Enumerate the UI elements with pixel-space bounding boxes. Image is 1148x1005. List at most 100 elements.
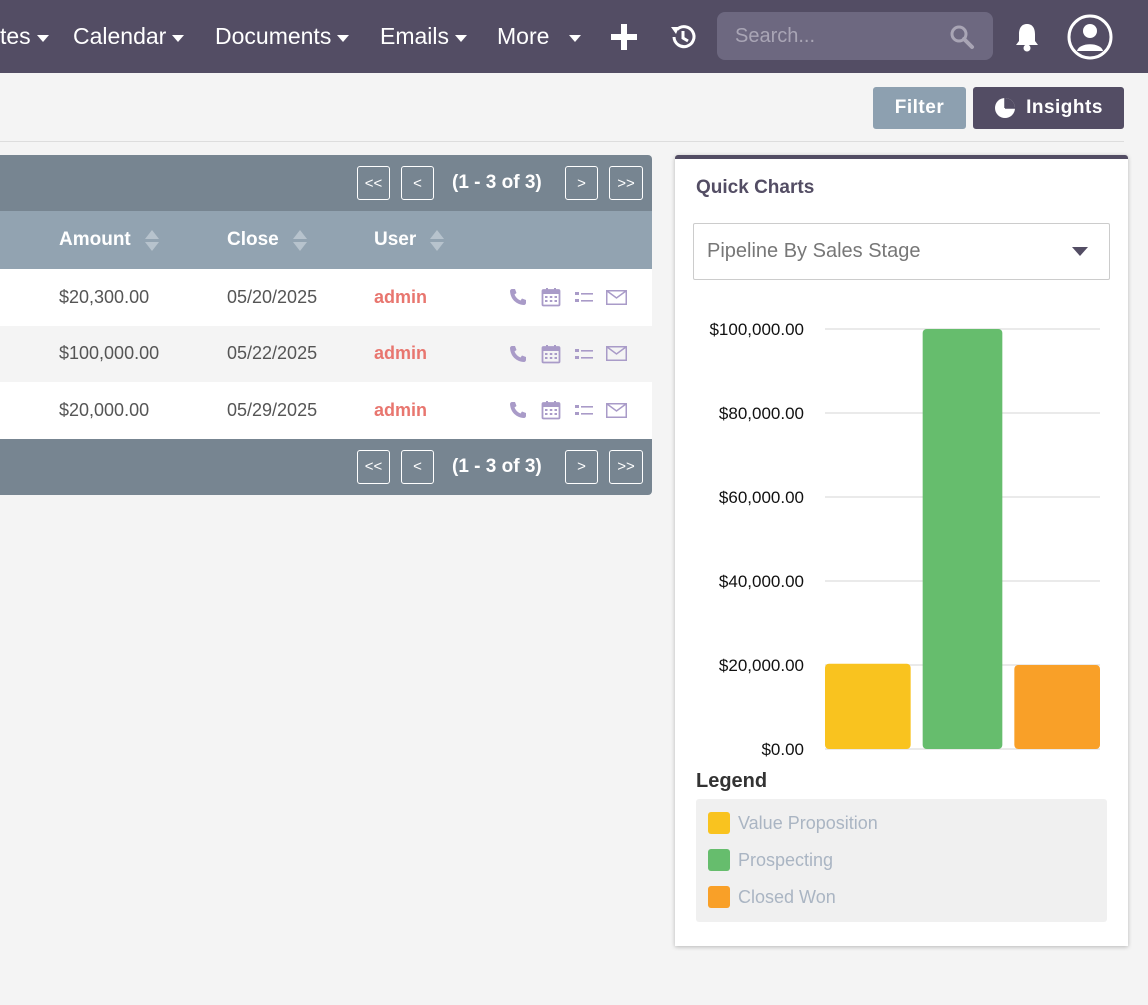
task-list-icon[interactable] [575, 326, 593, 383]
phone-icon[interactable] [508, 326, 528, 383]
pagination-prev-button[interactable]: < [401, 449, 434, 484]
search-box [717, 12, 993, 60]
legend-title: Legend [696, 770, 768, 792]
column-header-close[interactable]: Close [227, 211, 307, 269]
plus-icon[interactable] [606, 0, 642, 73]
table-row: $100,000.00 05/22/2025 admin [0, 325, 652, 383]
column-header-user[interactable]: User [374, 211, 445, 269]
legend-swatch [708, 812, 730, 834]
column-header-label: User [374, 229, 417, 250]
y-tick-label: $80,000.00 [719, 404, 804, 423]
y-tick-label: $40,000.00 [719, 572, 804, 591]
nav-item-label: More [497, 23, 550, 49]
pagination-first-button[interactable]: << [357, 449, 390, 484]
legend-swatch [708, 886, 730, 908]
chart-legend: Value Proposition Prospecting Closed Won [696, 799, 1107, 922]
legend-item: Value Proposition [708, 812, 878, 834]
y-tick-label: $20,000.00 [719, 656, 804, 675]
history-icon[interactable] [665, 0, 701, 73]
y-tick-label: $60,000.00 [719, 488, 804, 507]
nav-item-label: Documents [215, 23, 332, 49]
search-icon[interactable] [949, 24, 975, 55]
column-header-label: Amount [59, 229, 131, 250]
nav-item-more[interactable]: More [497, 0, 582, 73]
phone-icon[interactable] [508, 382, 528, 439]
chart-bar[interactable] [1014, 665, 1100, 749]
list-view-table: << < (1 - 3 of 3) > >> Amount Close User… [0, 155, 652, 495]
nav-item-label: tes [0, 23, 31, 49]
email-icon[interactable] [606, 269, 627, 326]
chevron-down-icon [455, 34, 468, 42]
pagination-prev-button[interactable]: < [401, 166, 434, 200]
table-row: $20,300.00 05/20/2025 admin [0, 269, 652, 326]
pipeline-bar-chart: $0.00 $20,000.00 $40,000.00 $60,000.00 $80,0… [709, 320, 1100, 759]
nav-item-documents[interactable]: Documents [215, 0, 350, 73]
pagination-next-button[interactable]: > [565, 449, 598, 484]
pagination-last-button[interactable]: >> [609, 449, 643, 484]
legend-item: Prospecting [708, 849, 833, 871]
chevron-down-icon [172, 34, 185, 42]
sort-icon [144, 229, 159, 251]
y-tick-label: $0.00 [761, 740, 804, 759]
calendar-icon[interactable] [541, 269, 561, 326]
pagination-bar-bottom: << < (1 - 3 of 3) > >> [0, 438, 652, 495]
pagination-first-button[interactable]: << [357, 166, 390, 200]
pagination-last-button[interactable]: >> [609, 166, 643, 200]
phone-icon[interactable] [508, 269, 528, 326]
chevron-down-icon [569, 34, 582, 42]
nav-item-notes[interactable]: tes [0, 0, 49, 73]
close-date-cell: 05/20/2025 [227, 286, 318, 307]
email-icon[interactable] [606, 382, 627, 439]
nav-item-calendar[interactable]: Calendar [73, 0, 185, 73]
table-row: $20,000.00 05/29/2025 admin [0, 382, 652, 439]
calendar-icon[interactable] [541, 326, 561, 383]
amount-cell: $100,000.00 [59, 343, 160, 364]
chart-type-select[interactable]: Pipeline By Sales Stage [693, 223, 1110, 280]
chevron-down-icon [1072, 247, 1088, 256]
nav-item-emails[interactable]: Emails [380, 0, 468, 73]
amount-cell: $20,000.00 [59, 399, 150, 420]
sort-icon [430, 229, 445, 251]
pagination-next-button[interactable]: > [565, 166, 598, 200]
pie-chart-icon [994, 97, 1016, 119]
quick-charts-panel: Quick Charts Pipeline By Sales Stage $0.… [675, 155, 1128, 946]
sort-icon [292, 229, 307, 251]
legend-item: Closed Won [708, 886, 836, 908]
column-header-label: Close [227, 229, 279, 250]
legend-swatch [708, 849, 730, 871]
table-header: Amount Close User [0, 211, 652, 269]
chevron-down-icon [36, 34, 49, 42]
chart-bar[interactable] [825, 663, 911, 749]
pagination-bar-top: << < (1 - 3 of 3) > >> [0, 155, 652, 211]
pagination-count: (1 - 3 of 3) [452, 455, 542, 477]
user-link[interactable]: admin [374, 399, 428, 420]
insights-button[interactable]: Insights [973, 87, 1124, 129]
divider [0, 141, 1124, 142]
user-link[interactable]: admin [374, 286, 428, 307]
chart-bar[interactable] [922, 329, 1003, 749]
user-link[interactable]: admin [374, 343, 428, 364]
panel-title: Quick Charts [696, 177, 815, 198]
task-list-icon[interactable] [575, 269, 593, 326]
filter-button[interactable]: Filter [873, 87, 966, 129]
pagination-count: (1 - 3 of 3) [452, 172, 542, 193]
calendar-icon[interactable] [541, 382, 561, 439]
email-icon[interactable] [606, 326, 627, 383]
task-list-icon[interactable] [575, 382, 593, 439]
chevron-down-icon [337, 34, 350, 42]
insights-button-label: Insights [1026, 97, 1103, 118]
y-tick-label: $100,000.00 [709, 320, 804, 339]
legend-label: Closed Won [738, 886, 836, 907]
user-avatar-icon[interactable] [1066, 0, 1114, 73]
search-input[interactable] [717, 24, 937, 48]
bell-icon[interactable] [1010, 0, 1044, 73]
column-header-amount[interactable]: Amount [59, 211, 159, 269]
filter-button-label: Filter [894, 97, 945, 118]
legend-label: Value Proposition [738, 812, 878, 833]
nav-item-label: Emails [380, 23, 450, 49]
chart-type-select-value: Pipeline By Sales Stage [707, 240, 921, 262]
amount-cell: $20,300.00 [59, 286, 150, 307]
legend-label: Prospecting [738, 849, 834, 870]
nav-item-label: Calendar [73, 23, 167, 49]
close-date-cell: 05/22/2025 [227, 343, 318, 364]
